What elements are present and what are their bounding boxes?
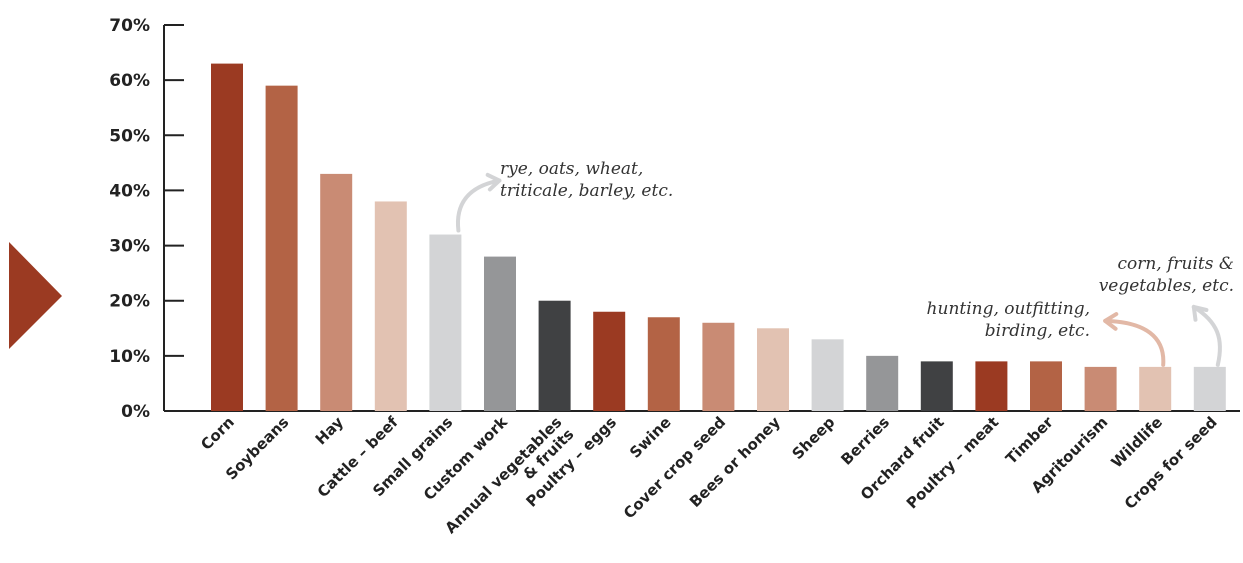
y-tick-label: 50% (109, 126, 150, 146)
arrow-head (1103, 312, 1119, 331)
bar (757, 328, 789, 411)
y-tick-label: 20% (109, 292, 150, 312)
y-tick-label: 30% (109, 237, 150, 257)
annotation-arrow (1103, 318, 1166, 367)
bar (538, 300, 571, 411)
bars (211, 63, 1226, 412)
bar (320, 173, 353, 411)
bar (1139, 366, 1172, 411)
bar (811, 339, 844, 411)
annotation-text: hunting, outfitting, birding, etc. (927, 299, 1090, 341)
x-tick-label: Berries (837, 413, 893, 469)
annotation-arrow (1191, 304, 1222, 367)
x-tick-label: Hay (312, 413, 348, 449)
bar (429, 234, 462, 411)
x-tick-label: Cover crop seed (620, 413, 729, 522)
y-tick-label: 40% (109, 181, 150, 201)
bar (211, 63, 243, 411)
annotation-text: corn, fruits & vegetables, etc. (1099, 254, 1234, 296)
y-tick-label: 0% (121, 402, 150, 422)
bar (1030, 361, 1062, 411)
x-tick-label: Corn (197, 413, 238, 454)
arrow-head (485, 172, 502, 192)
bar (1193, 366, 1226, 411)
annotations: rye, oats, wheat, triticale, barley, etc.… (455, 159, 1234, 367)
bar (265, 85, 298, 412)
bar (866, 355, 899, 411)
x-tick-label: Sheep (789, 413, 839, 463)
arrow-head (1191, 304, 1209, 322)
bar (975, 361, 1008, 411)
bar (593, 311, 626, 411)
x-tick-label: Crops for seed (1121, 413, 1221, 513)
y-tick-label: 70% (109, 16, 150, 36)
bar (702, 322, 735, 411)
bar (647, 317, 680, 411)
arrow-marker-icon (9, 242, 62, 349)
bar (920, 361, 953, 411)
bar (1084, 366, 1117, 411)
annotation-text: rye, oats, wheat, triticale, barley, etc. (500, 159, 673, 201)
bar (374, 201, 407, 411)
x-tick-label: Timber (1002, 413, 1057, 468)
y-tick-label: 10% (109, 347, 150, 367)
bar (484, 256, 516, 411)
annotation-arrow (455, 178, 502, 233)
y-tick-label: 60% (109, 71, 150, 91)
x-tick-label: Swine (626, 413, 675, 462)
x-tick-label: Poultry – meat (903, 413, 1002, 512)
